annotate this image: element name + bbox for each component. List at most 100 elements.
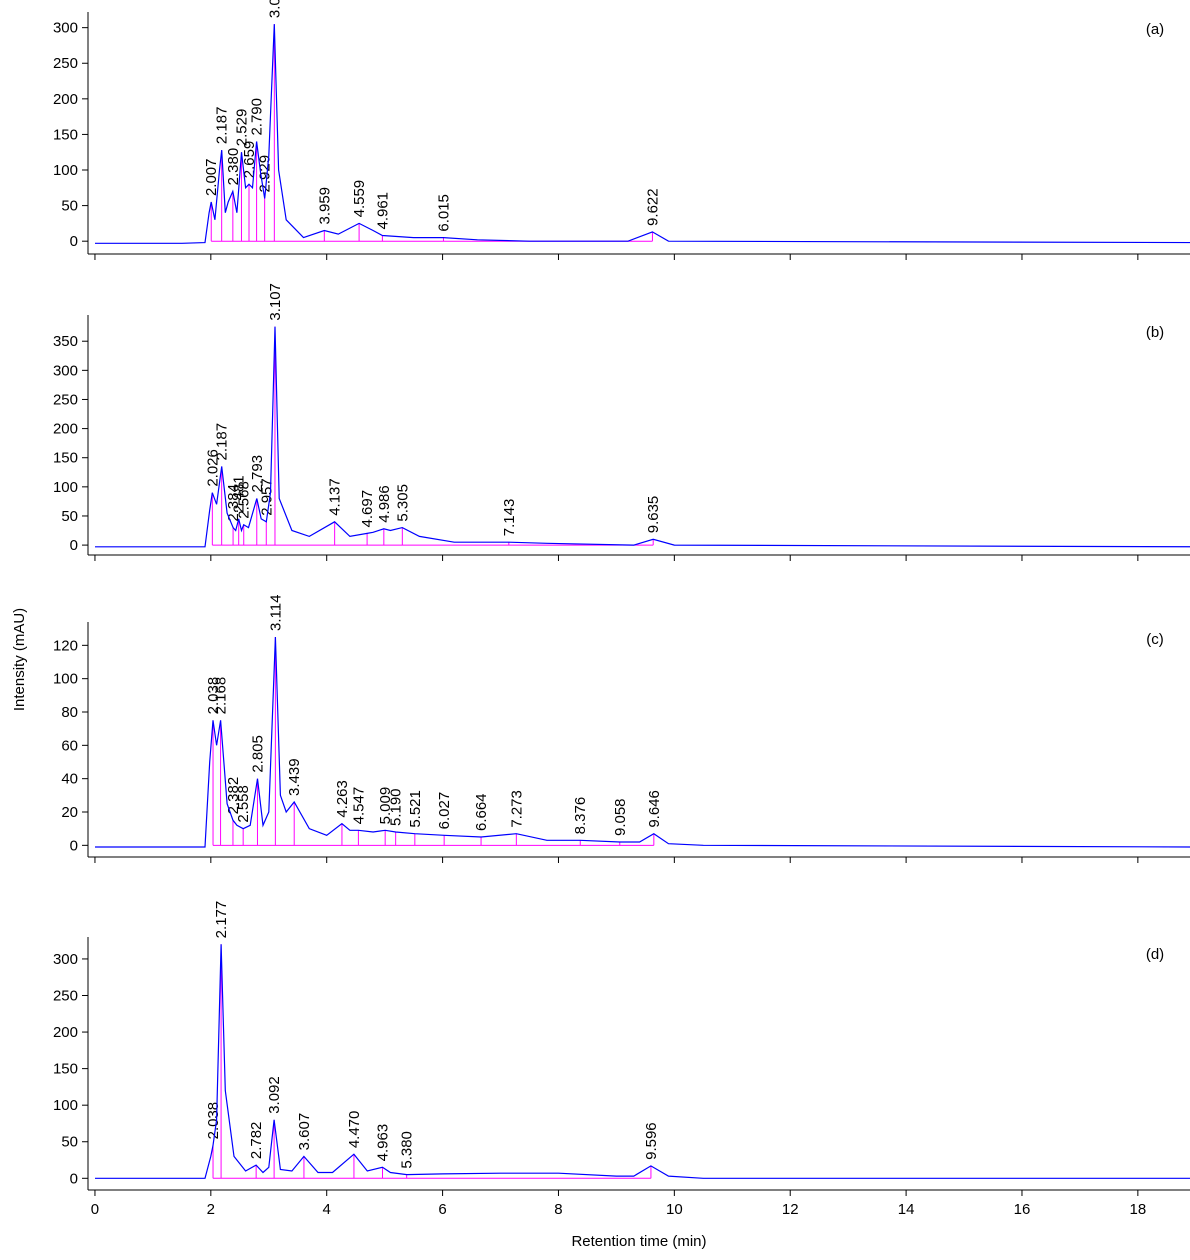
x-tick-label: 4: [323, 1201, 331, 1218]
y-tick-label: 300: [53, 951, 78, 968]
chromatogram-trace: [95, 944, 1190, 1179]
x-tick-label: 12: [782, 1201, 799, 1218]
y-tick-label: 80: [61, 704, 78, 721]
y-tick-label: 100: [53, 479, 78, 496]
peak-label: 2.038: [205, 677, 222, 715]
y-tick-label: 250: [53, 391, 78, 408]
peak-label: 2.790: [249, 98, 266, 136]
x-axis-label: Retention time (min): [571, 1233, 706, 1250]
y-axis-label: Intensity (mAU): [11, 608, 28, 711]
peak-label: 7.273: [508, 790, 525, 828]
peak-label: 9.058: [612, 798, 629, 836]
y-tick-label: 120: [53, 637, 78, 654]
y-tick-label: 200: [53, 421, 78, 438]
panel-title: (d): [1146, 946, 1164, 963]
y-tick-label: 150: [53, 450, 78, 467]
peak-label: 2.793: [249, 455, 266, 493]
y-tick-label: 50: [61, 508, 78, 525]
peak-label: 2.177: [213, 901, 230, 939]
peak-label: 5.380: [399, 1131, 416, 1169]
peak-label: 2.168: [213, 677, 230, 715]
y-tick-label: 100: [53, 671, 78, 688]
peak-label: 5.190: [388, 788, 405, 826]
y-tick-label: 300: [53, 362, 78, 379]
y-tick-label: 0: [70, 837, 78, 854]
peak-label: 9.646: [646, 790, 663, 828]
y-tick-label: 150: [53, 126, 78, 143]
panel-title: (a): [1146, 21, 1164, 38]
peak-label: 4.963: [375, 1124, 392, 1162]
y-tick-label: 250: [53, 987, 78, 1004]
peak-label: 2.007: [203, 158, 220, 196]
y-tick-label: 0: [70, 537, 78, 554]
y-tick-label: 50: [61, 1134, 78, 1151]
peak-label: 2.038: [205, 1102, 222, 1140]
y-tick-label: 100: [53, 1097, 78, 1114]
x-tick-label: 8: [554, 1201, 562, 1218]
peak-label: 2.558: [235, 785, 252, 823]
y-tick-label: 40: [61, 771, 78, 788]
peak-label: 7.143: [501, 499, 518, 537]
peak-label: 4.697: [359, 490, 376, 528]
x-tick-label: 10: [666, 1201, 683, 1218]
peak-label: 4.986: [376, 485, 393, 523]
peak-label: 2.187: [214, 107, 231, 145]
x-tick-label: 14: [898, 1201, 915, 1218]
chromatogram-trace: [95, 326, 1190, 548]
x-tick-label: 0: [91, 1201, 99, 1218]
peak-label: 3.096: [266, 0, 283, 18]
y-tick-label: 300: [53, 20, 78, 37]
peak-label: 2.026: [204, 449, 221, 487]
peak-label: 5.521: [407, 790, 424, 828]
peak-label: 4.470: [346, 1111, 363, 1149]
peak-label: 2.187: [214, 423, 231, 461]
y-tick-label: 0: [70, 1170, 78, 1187]
peak-label: 2.382: [225, 777, 242, 815]
peak-label: 2.782: [248, 1122, 265, 1160]
peak-label: 4.961: [374, 192, 391, 230]
x-tick-label: 2: [207, 1201, 215, 1218]
y-tick-label: 150: [53, 1061, 78, 1078]
y-tick-label: 50: [61, 198, 78, 215]
peak-label: 8.376: [572, 797, 589, 835]
peak-label: 2.805: [249, 735, 266, 773]
y-tick-label: 20: [61, 804, 78, 821]
peak-label: 2.957: [258, 478, 275, 516]
peak-label: 5.305: [394, 484, 411, 522]
x-tick-label: 18: [1130, 1201, 1147, 1218]
peak-label: 3.607: [296, 1113, 313, 1151]
y-tick-label: 0: [70, 233, 78, 250]
x-tick-label: 16: [1014, 1201, 1031, 1218]
peak-label: 9.622: [644, 188, 661, 226]
peak-label: 3.107: [267, 283, 284, 321]
chromatogram-trace: [95, 636, 1190, 848]
peak-label: 9.635: [645, 496, 662, 534]
peak-label: 2.384: [225, 484, 242, 522]
chromatogram-trace: [95, 24, 1190, 244]
panel-title: (c): [1146, 631, 1164, 648]
peak-label: 6.015: [435, 194, 452, 232]
peak-label: 4.137: [327, 478, 344, 516]
y-tick-label: 60: [61, 737, 78, 754]
y-tick-label: 250: [53, 55, 78, 72]
peak-label: 6.027: [436, 792, 453, 830]
peak-label: 9.596: [643, 1122, 660, 1160]
peak-label: 2.481: [231, 475, 248, 513]
peak-label: 2.568: [236, 481, 253, 519]
peak-label: 3.092: [266, 1076, 283, 1114]
y-tick-label: 100: [53, 162, 78, 179]
peak-label: 4.263: [334, 780, 351, 818]
y-tick-label: 350: [53, 333, 78, 350]
peak-label: 3.114: [267, 595, 284, 631]
peak-label: 3.959: [316, 187, 333, 225]
peak-label: 2.380: [225, 148, 242, 186]
peak-label: 4.559: [351, 180, 368, 218]
peak-label: 6.664: [473, 793, 490, 831]
panel-title: (b): [1146, 324, 1164, 341]
y-tick-label: 200: [53, 1024, 78, 1041]
y-tick-label: 200: [53, 91, 78, 108]
peak-label: 4.547: [350, 787, 367, 825]
peak-label: 3.439: [286, 758, 303, 796]
x-tick-label: 6: [438, 1201, 446, 1218]
